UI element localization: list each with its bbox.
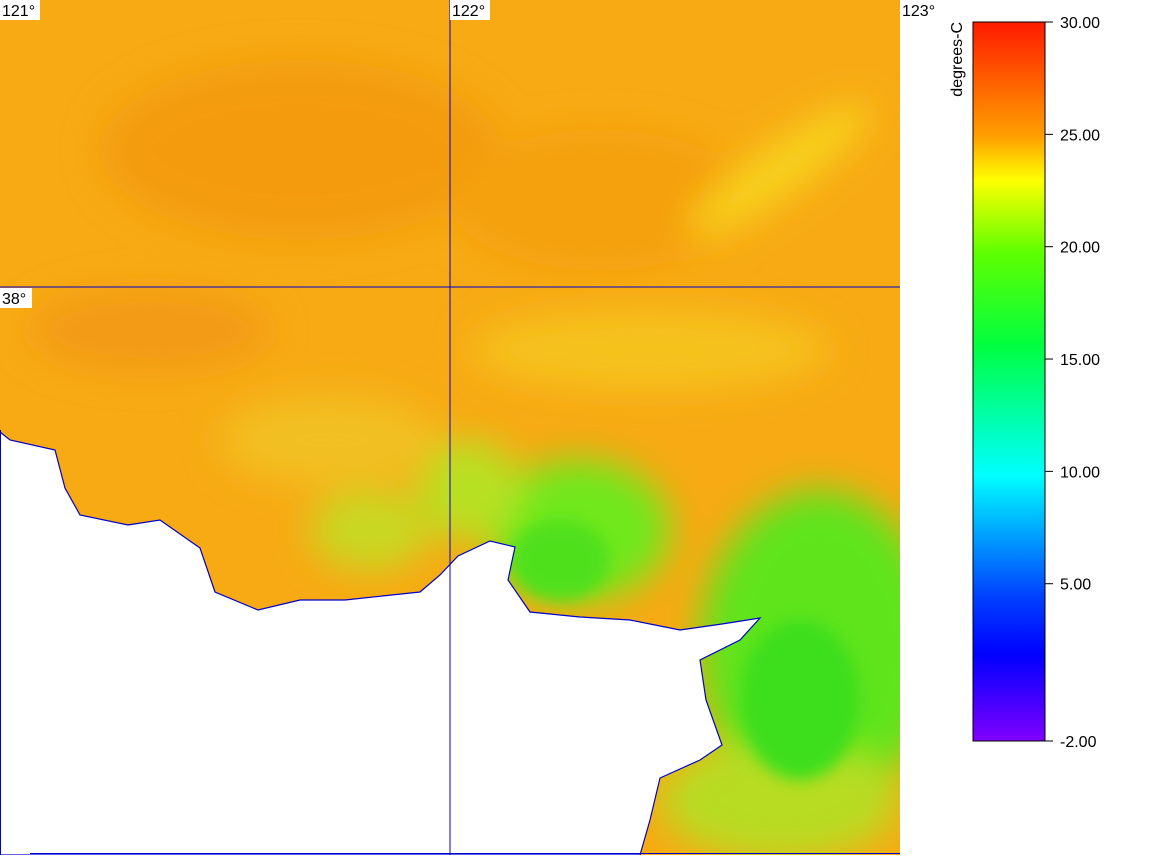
lon-label: 122°	[452, 3, 485, 20]
colorbar-tick-label: 15.00	[1060, 352, 1100, 369]
label-bg	[900, 0, 940, 20]
colorbar-tick-label: -2.00	[1060, 734, 1097, 751]
colorbar-tick-label: 25.00	[1060, 127, 1100, 144]
colorbar-label: degrees-C	[949, 22, 966, 97]
colorbar-tick-label: 30.00	[1060, 15, 1100, 32]
colorbar-tick-label: 5.00	[1060, 577, 1091, 594]
colorbar	[972, 21, 1046, 742]
colorbar-tick-label: 10.00	[1060, 464, 1100, 481]
lon-label: 121°	[2, 3, 35, 20]
lon-label: 123°	[902, 3, 935, 20]
sst-field	[0, 0, 900, 855]
label-bg	[0, 0, 40, 20]
label-bg	[0, 288, 32, 308]
land	[0, 431, 762, 855]
label-bg	[450, 0, 490, 20]
colorbar-tick-label: 20.00	[1060, 240, 1100, 257]
lat-label: 38°	[2, 291, 26, 308]
